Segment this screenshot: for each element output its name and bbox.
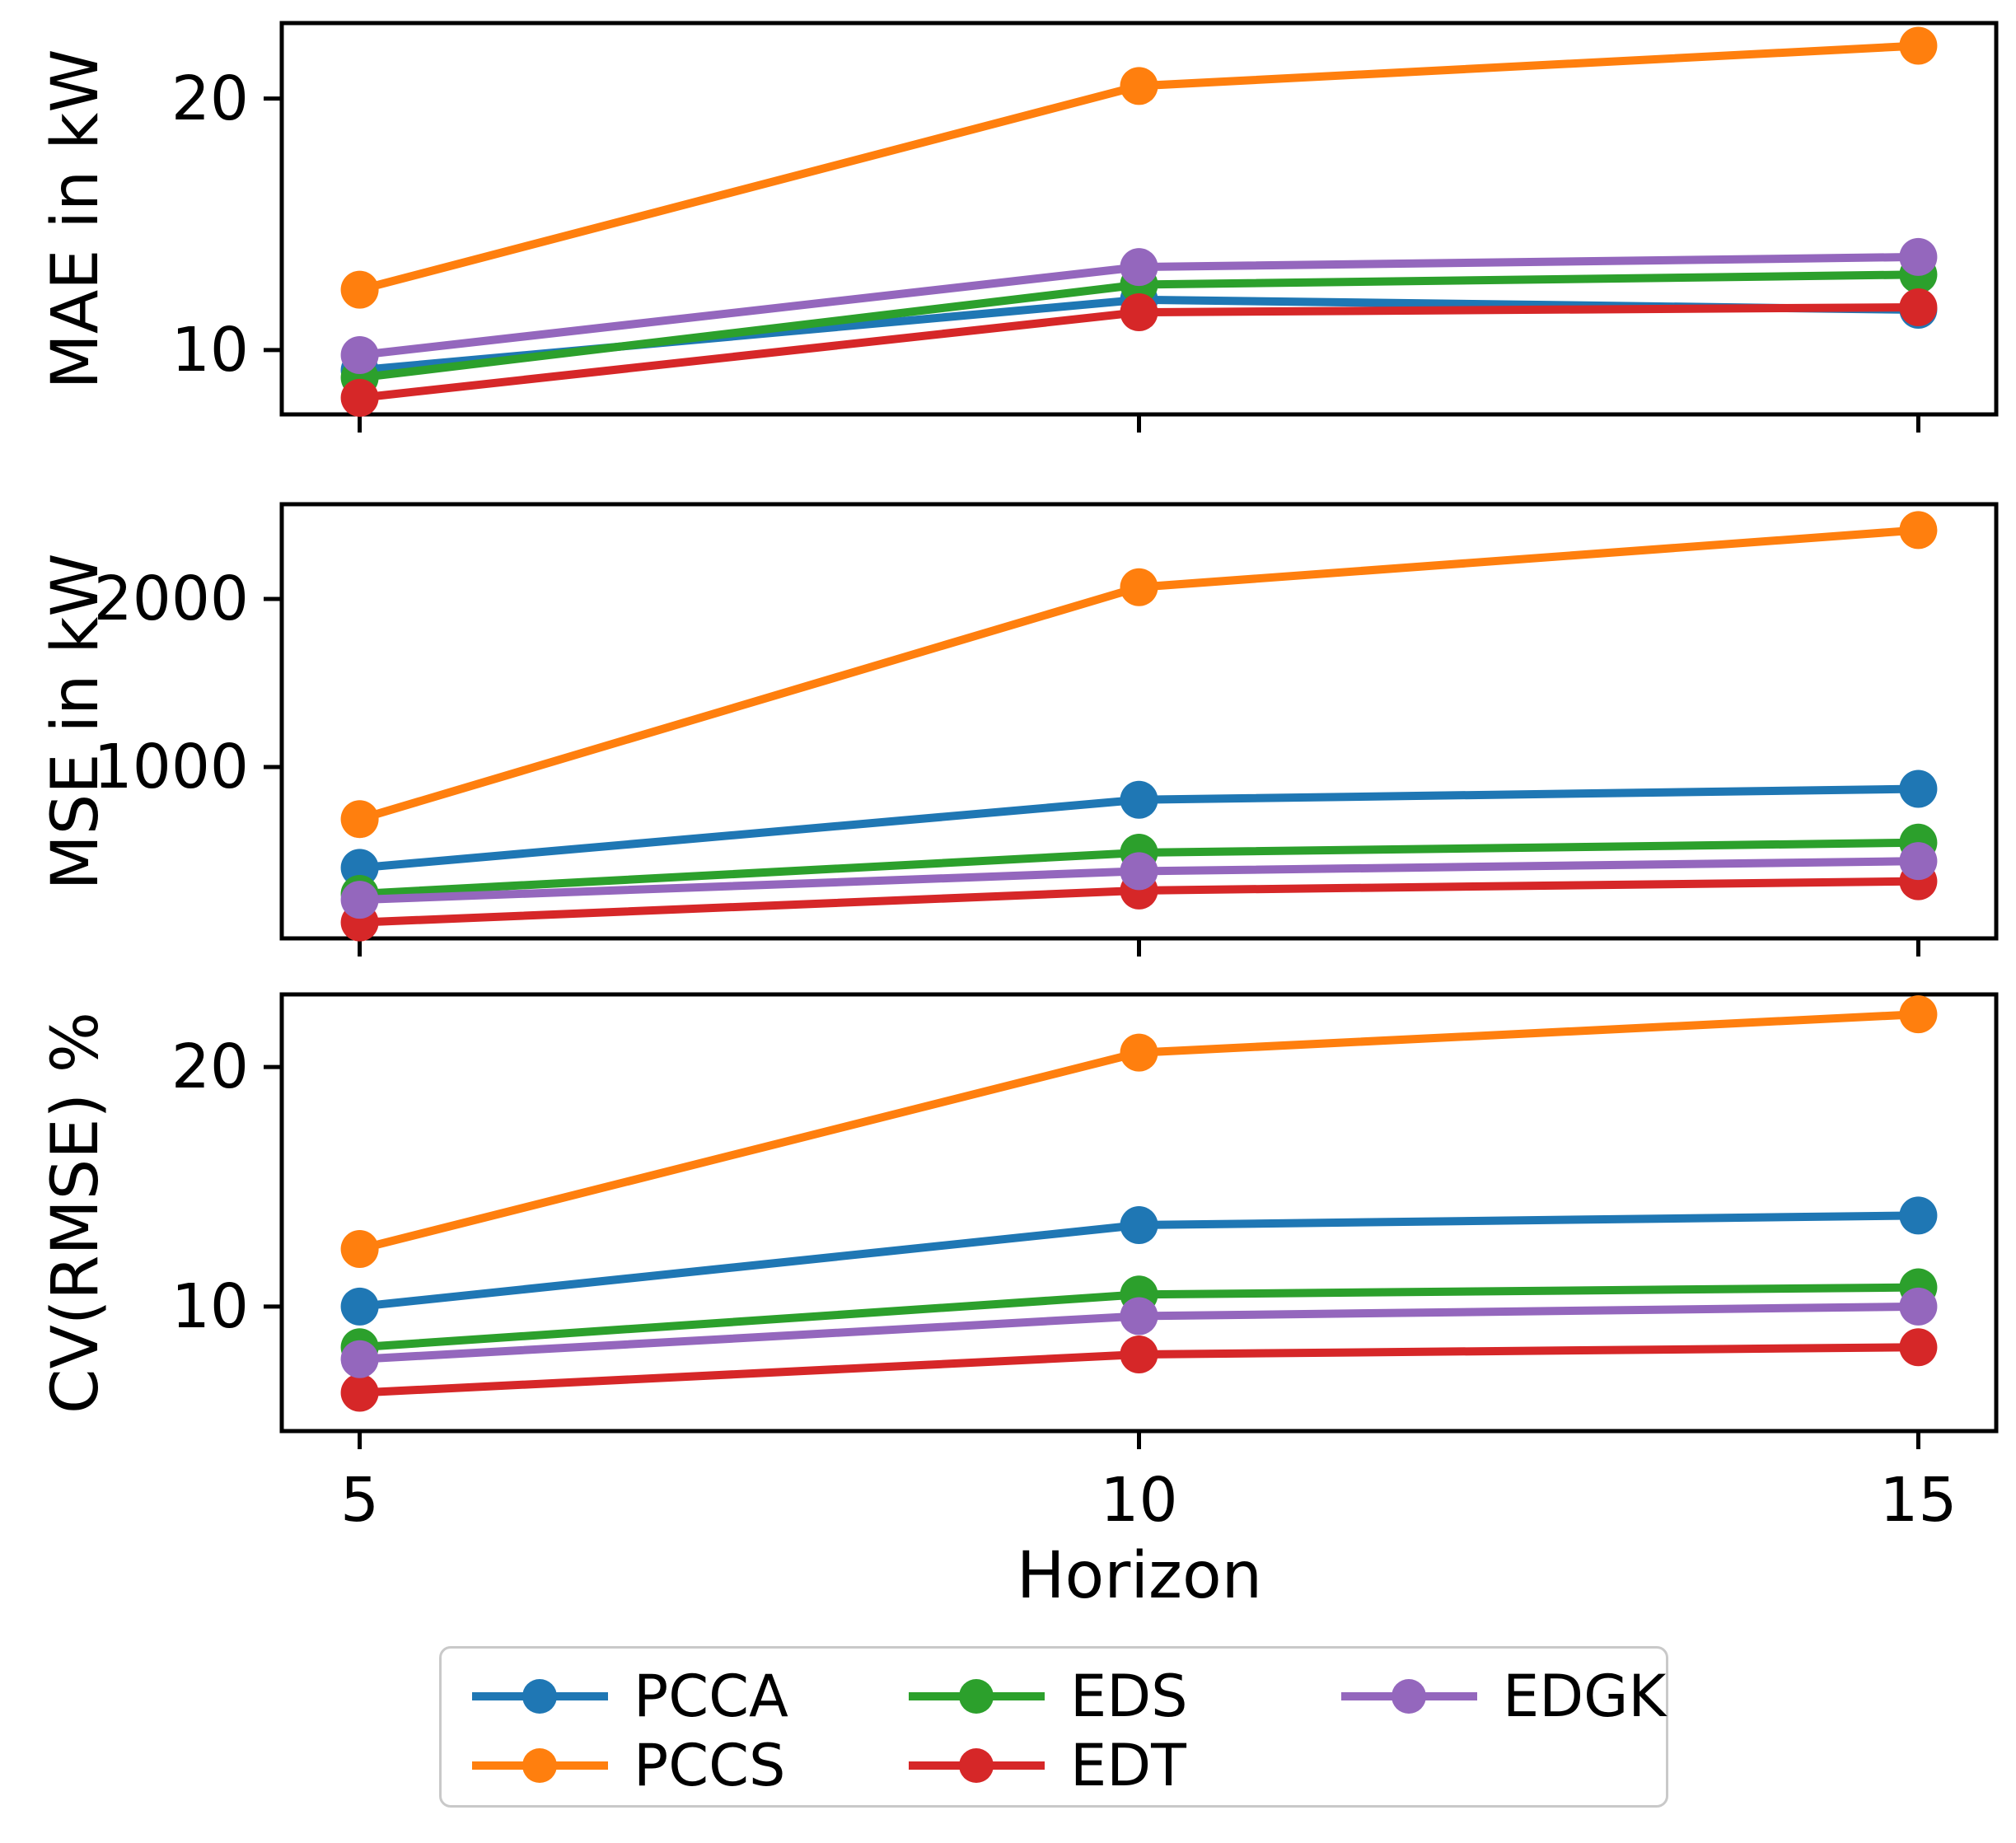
legend-line-marker-icon bbox=[909, 1679, 1045, 1714]
x-tick-label: 10 bbox=[1100, 1465, 1178, 1536]
chart-mae bbox=[264, 21, 1999, 433]
series-marker-PCCS bbox=[1899, 995, 1938, 1034]
legend-entry-edgk: EDGK bbox=[1337, 1663, 1666, 1729]
chart-cv(rmse) bbox=[264, 992, 1999, 1449]
series-marker-PCCS bbox=[1120, 67, 1158, 105]
y-tick-label: 2000 bbox=[93, 564, 249, 635]
legend-label: EDGK bbox=[1503, 1663, 1667, 1730]
legend-label: EDS bbox=[1070, 1663, 1188, 1730]
legend-line-marker-icon bbox=[1341, 1679, 1477, 1714]
legend-label: EDT bbox=[1070, 1732, 1186, 1799]
series-marker-PCCS bbox=[340, 270, 379, 309]
series-marker-PCCS bbox=[1899, 26, 1938, 65]
legend-line-marker-icon bbox=[472, 1679, 608, 1714]
y-tick-label: 10 bbox=[171, 314, 249, 386]
legend-line-marker-icon bbox=[472, 1748, 608, 1783]
series-marker-EDT bbox=[1899, 1328, 1938, 1367]
legend-label: PCCS bbox=[634, 1732, 786, 1799]
x-tick-label: 5 bbox=[340, 1465, 380, 1536]
legend-entry-edt: EDT bbox=[905, 1733, 1186, 1799]
series-marker-EDGK bbox=[1120, 1297, 1158, 1335]
x-tick-label: 15 bbox=[1879, 1465, 1958, 1536]
legend-entry-pccs: PCCS bbox=[468, 1733, 785, 1799]
series-marker-PCCS bbox=[1120, 568, 1158, 606]
series-marker-EDGK bbox=[1899, 842, 1938, 881]
series-marker-PCCS bbox=[1899, 511, 1938, 550]
series-marker-EDGK bbox=[1899, 237, 1938, 276]
series-marker-PCCS bbox=[340, 800, 379, 839]
series-marker-PCCS bbox=[340, 1230, 379, 1269]
series-marker-PCCA bbox=[1899, 769, 1938, 808]
chart-mse bbox=[264, 502, 1999, 957]
series-marker-EDGK bbox=[1120, 248, 1158, 287]
y-tick-label: 20 bbox=[171, 1031, 249, 1103]
series-marker-EDGK bbox=[1120, 852, 1158, 891]
y-tick-label: 10 bbox=[171, 1270, 249, 1342]
legend-entry-pcca: PCCA bbox=[468, 1663, 788, 1729]
legend-label: PCCA bbox=[634, 1663, 788, 1730]
series-marker-EDT bbox=[1120, 293, 1158, 332]
series-marker-EDT bbox=[340, 1373, 379, 1412]
series-marker-PCCS bbox=[1120, 1033, 1158, 1072]
legend-line-marker-icon bbox=[909, 1748, 1045, 1783]
x-axis-label: Horizon bbox=[1016, 1539, 1263, 1613]
series-marker-EDGK bbox=[340, 1340, 379, 1378]
series-marker-EDT bbox=[1899, 288, 1938, 326]
series-marker-PCCA bbox=[1120, 780, 1158, 819]
series-marker-EDGK bbox=[1899, 1287, 1938, 1326]
series-marker-EDGK bbox=[340, 335, 379, 374]
series-marker-PCCA bbox=[340, 1287, 379, 1326]
series-marker-EDT bbox=[340, 378, 379, 417]
y-tick-label: 1000 bbox=[93, 731, 249, 802]
series-marker-PCCA bbox=[1120, 1205, 1158, 1244]
series-marker-EDT bbox=[1120, 1335, 1158, 1373]
legend: PCCA PCCS EDS EDT EDGK bbox=[439, 1646, 1668, 1808]
series-marker-EDGK bbox=[340, 881, 379, 919]
y-tick-label: 20 bbox=[171, 63, 249, 134]
series-marker-PCCA bbox=[340, 849, 379, 887]
series-marker-PCCA bbox=[1899, 1196, 1938, 1235]
legend-entry-eds: EDS bbox=[905, 1663, 1188, 1729]
